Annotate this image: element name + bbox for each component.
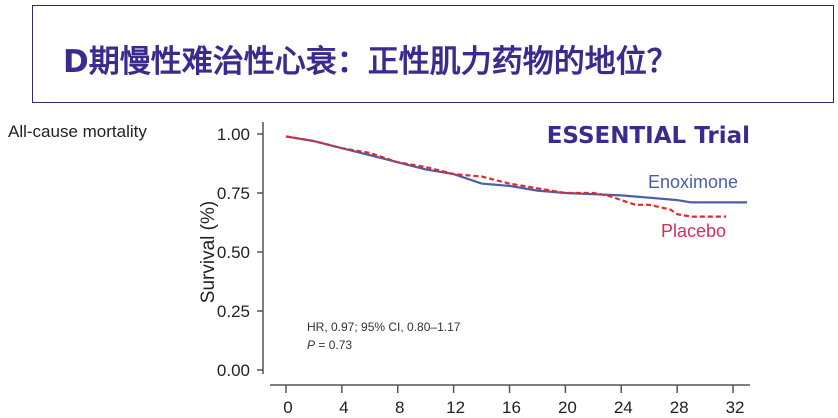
y-axis-label: Survival (%) xyxy=(198,201,219,303)
legend-placebo: Placebo xyxy=(661,221,726,241)
x-tick-label: 0 xyxy=(283,398,292,417)
y-tick-label: 0.00 xyxy=(217,361,250,380)
x-tick-label: 24 xyxy=(614,398,633,417)
x-tick-label: 20 xyxy=(558,398,577,417)
slide-title: D期慢性难治性心衰：正性肌力药物的地位？ xyxy=(63,44,678,80)
series-line-enoximone xyxy=(285,135,747,204)
x-tick-label: 12 xyxy=(446,398,465,417)
title-box: D期慢性难治性心衰：正性肌力药物的地位？ xyxy=(32,5,834,103)
series-line-placebo xyxy=(285,135,727,218)
chart-subtitle: All-cause mortality xyxy=(8,122,147,141)
y-tick-label: 0.75 xyxy=(217,184,250,203)
chart-title: ESSENTIAL Trial xyxy=(547,123,750,149)
series-lines xyxy=(285,135,747,218)
p-annotation: P = 0.73 xyxy=(307,338,352,352)
x-tick-label: 16 xyxy=(502,398,521,417)
y-tick-label: 0.50 xyxy=(217,243,250,262)
p-label: P xyxy=(307,338,315,352)
x-tick-label: 8 xyxy=(395,398,404,417)
axes: 0.00 0.25 0.50 0.75 1.00 0 4 8 12 16 20 24 28 32 xyxy=(217,122,750,417)
y-tick-label: 1.00 xyxy=(217,125,250,144)
x-tick-label: 4 xyxy=(339,398,348,417)
y-tick-label: 0.25 xyxy=(217,302,250,321)
p-value: = 0.73 xyxy=(315,338,352,352)
legend-enoximone: Enoximone xyxy=(648,172,738,192)
x-tick-label: 32 xyxy=(726,398,745,417)
hr-annotation: HR, 0.97; 95% CI, 0.80–1.17 xyxy=(307,320,461,334)
x-tick-label: 28 xyxy=(670,398,689,417)
